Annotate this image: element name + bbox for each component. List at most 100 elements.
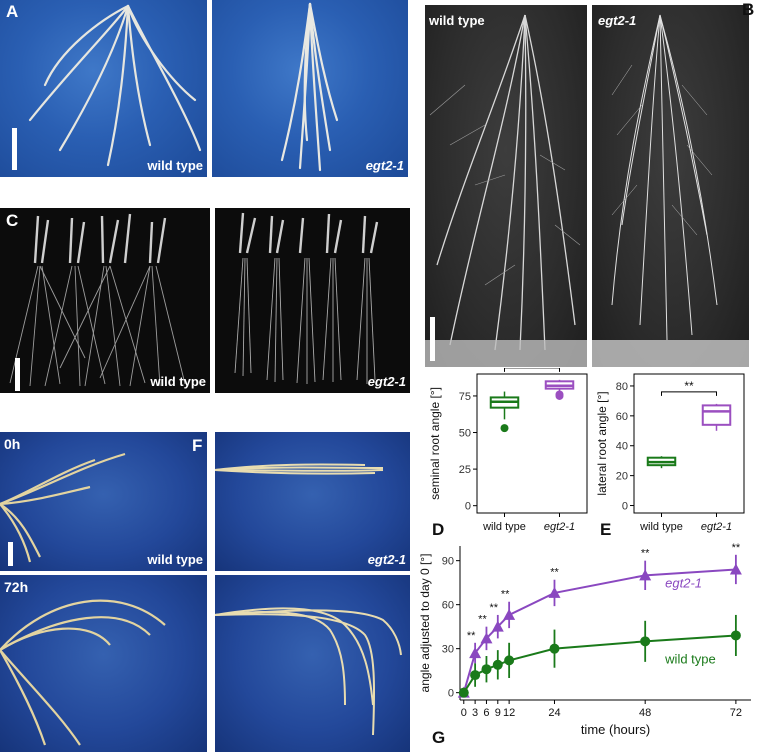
egt2-roots-72h — [215, 607, 402, 736]
data-point — [491, 620, 504, 632]
outlier-point — [555, 391, 564, 400]
panel-c-letter: C — [6, 211, 19, 230]
y-tick-label: 75 — [459, 391, 471, 403]
wild-type-roots-72h — [0, 599, 166, 746]
x-tick-label: wild type — [639, 521, 683, 533]
y-tick-label: 0 — [622, 501, 628, 513]
panel-a-letter: A — [6, 2, 19, 21]
y-tick-label: 25 — [459, 464, 471, 476]
x-tick-label: 12 — [503, 707, 515, 719]
x-tick-label: 48 — [639, 707, 651, 719]
panel-f-right-caption: egt2-1 — [367, 552, 406, 567]
significance-label: ** — [684, 379, 694, 393]
scale-bar — [430, 317, 435, 361]
y-tick-label: 60 — [442, 600, 454, 612]
significance-label: ** — [467, 630, 476, 642]
x-tick-label: egt2-1 — [701, 521, 732, 533]
panel-g-letter: G — [432, 728, 446, 747]
y-axis-label: seminal root angle [°] — [428, 387, 442, 500]
significance-bracket — [504, 368, 560, 372]
panel-f-wild-type-72h-photo: 72h — [0, 575, 207, 752]
panel-b-left-caption: wild type — [429, 13, 485, 28]
panel-f-egt2-72h-photo — [215, 575, 410, 752]
data-point — [504, 655, 515, 666]
x-axis-label: time (hours) — [581, 722, 650, 737]
data-point — [458, 687, 469, 698]
data-point — [469, 647, 482, 659]
data-point — [481, 664, 492, 675]
plot-frame — [476, 373, 588, 514]
panel-b-wild-type-photo: wild type — [425, 5, 587, 367]
panel-f-wild-type-0h-photo: 0h wild type — [0, 432, 207, 571]
significance-label: ** — [641, 548, 650, 560]
series-label: egt2-1 — [665, 575, 702, 590]
data-point — [640, 636, 651, 647]
panel-a-wild-type-photo: wild type — [0, 0, 207, 177]
significance-label: ** — [527, 368, 537, 369]
x-tick-label: 24 — [548, 707, 560, 719]
x-tick-label: 9 — [495, 707, 501, 719]
data-point — [548, 586, 561, 598]
panel-f-bottom-time: 72h — [4, 579, 29, 595]
data-point — [549, 643, 560, 654]
significance-label: ** — [550, 567, 559, 579]
panel-e-letter: E — [600, 520, 612, 539]
y-tick-label: 60 — [616, 411, 628, 423]
data-point — [639, 569, 652, 581]
data-point — [730, 630, 741, 641]
egt2-roots-b — [592, 14, 749, 367]
panel-c-wild-type-photo: wild type — [0, 208, 210, 393]
y-tick-label: 90 — [442, 556, 454, 568]
panel-a-right-caption: egt2-1 — [365, 158, 404, 173]
significance-label: ** — [478, 614, 487, 626]
panel-a-left-caption: wild type — [147, 158, 203, 173]
y-axis-label: angle adjusted to day 0 [°] — [418, 554, 432, 693]
panel-f-letter: F — [192, 436, 203, 455]
x-tick-label: egt2-1 — [544, 521, 575, 533]
wild-type-roots-0h — [0, 452, 126, 563]
panel-f-top-time: 0h — [4, 436, 21, 452]
significance-label: ** — [490, 602, 499, 614]
significance-label: ** — [732, 542, 741, 554]
egt2-roots-c — [234, 212, 379, 384]
x-tick-label: 3 — [472, 707, 478, 719]
data-point — [480, 632, 493, 644]
y-tick-label: 0 — [465, 501, 471, 513]
wild-type-roots-a — [28, 4, 202, 167]
scale-bar — [8, 542, 13, 566]
panel-c-left-caption: wild type — [150, 374, 206, 389]
x-tick-label: 0 — [461, 707, 467, 719]
x-tick-label: 6 — [483, 707, 489, 719]
panel-f-left-caption: wild type — [147, 552, 203, 567]
egt2-roots-a — [280, 2, 339, 172]
panel-c-right-caption: egt2-1 — [367, 374, 406, 389]
x-tick-label: 72 — [730, 707, 742, 719]
scale-bar — [15, 358, 20, 391]
panel-f-egt2-0h-photo: egt2-1 — [215, 432, 410, 571]
panel-a-egt2-photo: egt2-1 — [212, 0, 408, 177]
y-tick-label: 30 — [442, 644, 454, 656]
plot-frame — [633, 373, 745, 514]
scale-bar — [12, 128, 17, 170]
y-tick-label: 40 — [616, 441, 628, 453]
egt2-roots-0h — [215, 463, 384, 475]
y-tick-label: 0 — [448, 688, 454, 700]
outlier-point — [500, 424, 509, 433]
data-point — [503, 608, 516, 620]
panel-b-right-caption: egt2-1 — [598, 13, 637, 28]
panel-c-egt2-photo: egt2-1 — [215, 208, 410, 393]
data-point — [729, 563, 742, 575]
y-tick-label: 50 — [459, 428, 471, 440]
lateral-root-angle-chart: 0 20 40 60 80 lateral root angle [°] wild type… — [595, 373, 745, 533]
y-axis-label: lateral root angle [°] — [595, 391, 609, 495]
wild-type-roots-c — [9, 213, 186, 387]
box — [701, 404, 732, 426]
seminal-root-angle-chart: 0 25 50 75 seminal root angle [°] wild type eg… — [428, 368, 588, 533]
panel-b-egt2-photo: egt2-1 — [592, 5, 749, 367]
series-label: wild type — [664, 651, 716, 666]
panel-b-letter: B — [742, 0, 755, 19]
significance-label: ** — [501, 589, 510, 601]
y-tick-label: 80 — [616, 381, 628, 393]
significance-bracket — [661, 391, 717, 396]
